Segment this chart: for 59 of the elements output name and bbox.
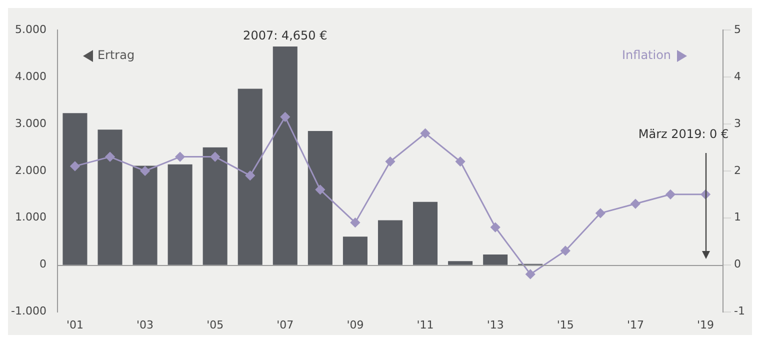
y-tick-label: 5.000 xyxy=(14,22,46,36)
y2-tick-label: 3 xyxy=(734,116,742,130)
point xyxy=(280,112,290,122)
point xyxy=(526,269,536,279)
x-tick-label: '03 xyxy=(136,318,154,332)
bar xyxy=(413,202,438,265)
y2-tick-label: -1 xyxy=(734,304,745,318)
annotation: März 2019: 0 € xyxy=(638,126,729,141)
point xyxy=(385,156,395,166)
x-tick-label: '01 xyxy=(66,318,84,332)
x-tick-label: '11 xyxy=(416,318,434,332)
bar xyxy=(202,147,228,265)
y2-axis-title: Inflation xyxy=(622,48,672,62)
bar xyxy=(132,166,158,265)
bar xyxy=(448,261,473,265)
point xyxy=(70,161,80,171)
y-tick-label: 3.000 xyxy=(14,116,46,130)
y-axis-title: Ertrag xyxy=(97,48,135,62)
y-tick-label: 4.000 xyxy=(14,70,46,83)
x-tick-label: '17 xyxy=(626,318,644,332)
x-tick-label: '19 xyxy=(697,318,714,332)
bar xyxy=(62,113,88,265)
x-tick-label: '07 xyxy=(276,318,294,332)
point xyxy=(245,170,255,180)
bar xyxy=(308,130,332,265)
y-tick-label: 0 xyxy=(39,258,46,271)
point xyxy=(630,199,640,209)
y2-tick-label: 1 xyxy=(734,210,742,224)
point xyxy=(350,218,360,228)
y2-tick-label: 2 xyxy=(734,164,742,177)
y2-tick-label: 0 xyxy=(734,258,742,271)
annotation: 2007: 4,650 € xyxy=(243,28,328,43)
y2-tick-label: 4 xyxy=(734,70,742,83)
x-tick-label: '05 xyxy=(206,318,224,332)
y-tick-label: 2.000 xyxy=(14,164,46,177)
bar xyxy=(342,236,368,265)
x-tick-label: '09 xyxy=(346,318,364,332)
point xyxy=(490,222,500,232)
point xyxy=(105,152,115,162)
point xyxy=(175,152,185,162)
y-tick-label: -1.000 xyxy=(10,304,46,318)
bar xyxy=(238,88,262,265)
point xyxy=(560,246,570,256)
point xyxy=(456,156,466,166)
point xyxy=(596,208,606,218)
point xyxy=(210,152,220,162)
y2-tick-label: 5 xyxy=(734,22,742,36)
point xyxy=(315,184,325,194)
bar xyxy=(272,46,298,265)
x-tick-label: '13 xyxy=(486,318,504,332)
point xyxy=(666,190,676,200)
bar xyxy=(168,164,192,265)
bar xyxy=(483,254,508,265)
bar xyxy=(98,130,122,265)
x-tick-label: '15 xyxy=(556,318,574,332)
y-tick-label: 1.000 xyxy=(14,210,46,224)
point xyxy=(420,128,430,138)
bar xyxy=(378,220,403,265)
point xyxy=(140,166,150,176)
